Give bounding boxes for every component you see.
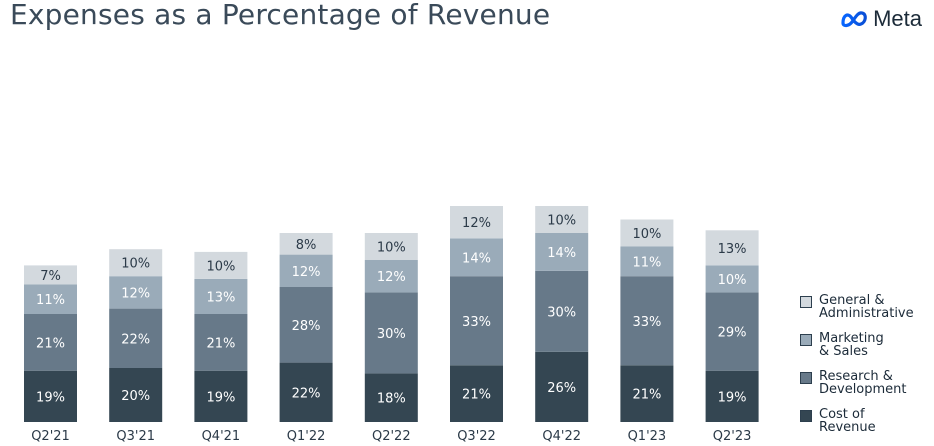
meta-infinity-icon — [841, 11, 867, 28]
bar-segment-marketing-sales-0 — [24, 284, 77, 314]
bar-segment-general-administrative-7 — [620, 219, 674, 247]
bar-segment-research-development-7 — [620, 276, 674, 366]
data-label: 10% — [718, 273, 747, 288]
bar-segment-research-development-1 — [109, 308, 163, 368]
x-tick-label: Q2'23 — [713, 429, 752, 444]
bar-segment-cost-of-revenue-3 — [279, 362, 333, 422]
data-label: 10% — [547, 214, 576, 229]
chart-title: Expenses as a Percentage of Revenue — [10, 0, 551, 31]
data-label: 8% — [296, 238, 317, 253]
bar-segment-general-administrative-6 — [535, 206, 589, 233]
bar-segment-general-administrative-2 — [194, 251, 248, 279]
bar-segment-marketing-sales-6 — [535, 233, 589, 271]
legend-label: Marketing & Sales — [819, 331, 884, 359]
bar-segment-marketing-sales-1 — [109, 276, 163, 309]
x-tick-label: Q4'22 — [542, 429, 581, 444]
bar-segment-marketing-sales-4 — [364, 260, 418, 293]
data-label: 21% — [632, 388, 661, 403]
bar-segment-marketing-sales-3 — [279, 254, 333, 287]
data-label: 30% — [377, 327, 406, 342]
bar-segment-research-development-5 — [450, 276, 503, 366]
data-label: 12% — [292, 265, 321, 280]
data-label: 21% — [206, 336, 235, 351]
x-tick-label: Q4'21 — [202, 429, 241, 444]
legend-label: General & Administrative — [819, 293, 914, 321]
bar-segment-research-development-2 — [194, 314, 248, 371]
legend-swatch — [800, 372, 812, 384]
legend-swatch — [800, 334, 812, 346]
x-tick-label: Q2'22 — [372, 429, 411, 444]
bar-segment-marketing-sales-7 — [620, 246, 674, 277]
data-label: 21% — [36, 336, 65, 351]
data-label: 18% — [377, 392, 406, 407]
bar-segment-general-administrative-4 — [364, 233, 418, 260]
bar-segment-research-development-3 — [279, 287, 333, 363]
legend-swatch — [800, 296, 812, 308]
bar-segment-general-administrative-8 — [705, 230, 759, 266]
x-tick-label: Q3'22 — [457, 429, 496, 444]
bar-segment-research-development-0 — [24, 314, 77, 371]
legend-swatch — [800, 410, 812, 422]
bar-segment-cost-of-revenue-6 — [535, 351, 589, 422]
bar-segment-research-development-8 — [705, 292, 759, 371]
data-label: 30% — [547, 305, 576, 320]
bar-segment-research-development-6 — [535, 270, 589, 352]
data-label: 13% — [718, 242, 747, 257]
bar-segment-marketing-sales-5 — [450, 238, 503, 277]
legend-label: Research & Development — [819, 369, 907, 397]
bar-segment-cost-of-revenue-5 — [450, 365, 503, 422]
x-tick-label: Q3'21 — [116, 429, 155, 444]
bar-segment-cost-of-revenue-0 — [24, 370, 77, 422]
bar-segment-general-administrative-5 — [450, 206, 503, 239]
data-label: 7% — [40, 269, 61, 284]
data-label: 29% — [718, 326, 747, 341]
x-tick-label: Q1'22 — [287, 429, 326, 444]
data-label: 33% — [462, 315, 491, 330]
bar-segment-research-development-4 — [364, 292, 418, 374]
data-label: 10% — [377, 241, 406, 256]
data-label: 12% — [462, 216, 491, 231]
bar-segment-general-administrative-3 — [279, 233, 333, 255]
data-label: 14% — [462, 251, 491, 266]
logo-text: Meta — [873, 6, 922, 31]
data-label: 10% — [121, 257, 150, 272]
bar-segment-cost-of-revenue-7 — [620, 365, 674, 422]
data-label: 21% — [462, 388, 491, 403]
bar-segment-cost-of-revenue-8 — [705, 370, 759, 422]
x-tick-label: Q2'21 — [31, 429, 70, 444]
bar-segment-marketing-sales-2 — [194, 278, 248, 314]
data-label: 22% — [121, 332, 150, 347]
bar-segment-general-administrative-1 — [109, 249, 163, 277]
bar-segment-cost-of-revenue-1 — [109, 368, 163, 422]
data-label: 22% — [292, 386, 321, 401]
x-tick-label: Q1'23 — [628, 429, 667, 444]
data-label: 11% — [632, 255, 661, 270]
data-label: 19% — [206, 390, 235, 405]
data-label: 14% — [547, 246, 576, 261]
bar-segment-general-administrative-0 — [24, 265, 77, 285]
data-label: 13% — [206, 290, 235, 305]
data-label: 33% — [632, 315, 661, 330]
data-label: 26% — [547, 381, 576, 396]
bar-segment-cost-of-revenue-4 — [364, 373, 418, 422]
bar-segment-cost-of-revenue-2 — [194, 370, 248, 422]
bar-segment-marketing-sales-8 — [705, 265, 759, 293]
data-label: 10% — [206, 259, 235, 274]
meta-logo: Meta — [840, 6, 922, 32]
data-label: 19% — [36, 390, 65, 405]
data-label: 10% — [632, 227, 661, 242]
data-label: 20% — [121, 389, 150, 404]
legend-label: Cost of Revenue — [819, 407, 876, 435]
data-label: 12% — [377, 270, 406, 285]
data-label: 28% — [292, 319, 321, 334]
data-label: 12% — [121, 286, 150, 301]
data-label: 19% — [718, 390, 747, 405]
data-label: 11% — [36, 293, 65, 308]
